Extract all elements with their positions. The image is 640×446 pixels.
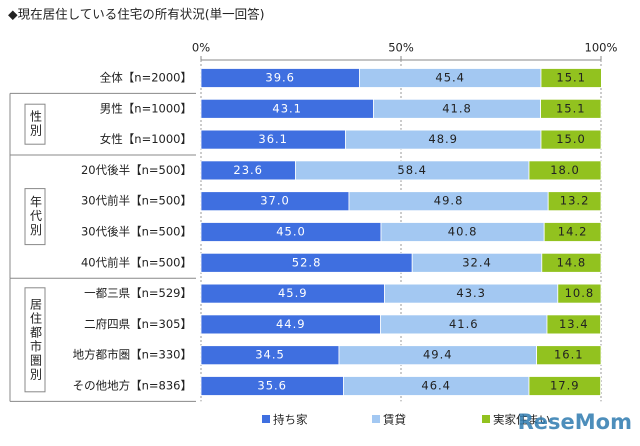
value-label: 13.4: [559, 317, 589, 331]
value-label: 39.6: [265, 71, 295, 85]
bar-segment: [540, 129, 602, 150]
value-label: 49.4: [423, 348, 453, 362]
value-label: 49.8: [434, 194, 464, 208]
value-label: 16.1: [554, 348, 584, 362]
legend-label: 賃貸: [383, 413, 406, 427]
value-label: 58.4: [397, 163, 427, 177]
value-label: 37.0: [260, 194, 290, 208]
bar-segment: [547, 191, 602, 212]
value-label: 14.2: [558, 225, 588, 239]
value-label: 18.0: [550, 163, 580, 177]
legend-label: 実家住まい: [493, 413, 551, 427]
value-label: 41.8: [442, 101, 472, 115]
legend-label: 持ち家: [273, 413, 308, 427]
bar-segment: [540, 98, 602, 119]
value-label: 36.1: [258, 132, 288, 146]
value-label: 46.4: [421, 379, 451, 393]
y-tick-label: 一都三県【n=529】: [84, 286, 192, 300]
bar-segment: [541, 252, 602, 273]
y-tick-label: 30代後半【n=500】: [81, 225, 192, 239]
group-label: 性別: [29, 110, 43, 138]
watermark: ReseMom: [518, 410, 632, 434]
bar-segment: [528, 376, 601, 396]
y-tick-label: 女性【n=1000】: [100, 132, 192, 146]
bar-segment: [540, 68, 602, 88]
legend-swatch: [372, 415, 380, 423]
value-label: 45.9: [278, 286, 308, 300]
y-tick-label: 30代前半【n=500】: [81, 194, 192, 208]
y-tick-label: 地方都市圏【n=330】: [73, 348, 192, 362]
value-label: 15.1: [556, 101, 586, 115]
x-tick-label: 0%: [192, 41, 210, 55]
legend-swatch: [482, 415, 490, 423]
group-box: [24, 188, 46, 246]
value-label: 48.9: [428, 132, 458, 146]
value-label: 34.5: [255, 348, 285, 362]
value-label: 43.3: [456, 286, 486, 300]
bar-segment: [536, 345, 602, 366]
y-tick-label: 全体【n=2000】: [100, 71, 192, 85]
value-label: 32.4: [462, 255, 492, 269]
value-label: 44.9: [276, 317, 306, 331]
group-label: 居住都市圏別: [29, 298, 43, 382]
y-tick-label: その他地方【n=836】: [73, 379, 192, 393]
value-label: 40.8: [448, 225, 478, 239]
value-label: 13.2: [560, 194, 590, 208]
value-label: 45.4: [435, 71, 465, 85]
value-label: 15.1: [556, 71, 586, 85]
value-label: 43.1: [272, 101, 302, 115]
y-tick-label: 40代前半【n=500】: [81, 255, 192, 269]
group-box: [24, 103, 46, 145]
value-label: 35.6: [257, 379, 287, 393]
y-tick-label: 20代後半【n=500】: [81, 163, 192, 177]
bar-segment: [543, 222, 602, 242]
value-label: 10.8: [565, 286, 595, 300]
bar-segment: [557, 283, 602, 304]
bar-segment: [546, 314, 601, 335]
value-label: 15.0: [556, 132, 586, 146]
group-label: 年代別: [29, 195, 43, 237]
value-label: 52.8: [292, 255, 322, 269]
y-tick-label: 二府四県【n=305】: [84, 317, 192, 331]
x-tick-label: 50%: [388, 41, 414, 55]
group-box: [24, 287, 46, 393]
value-label: 17.9: [550, 379, 580, 393]
value-label: 23.6: [233, 163, 263, 177]
x-tick-label: 100%: [585, 41, 618, 55]
legend-swatch: [262, 415, 270, 423]
value-label: 41.6: [449, 317, 479, 331]
value-label: 14.8: [557, 255, 587, 269]
bar-segment: [528, 160, 602, 181]
chart-title: ◆現在居住している住宅の所有状況(単一回答): [8, 7, 265, 22]
y-tick-label: 男性【n=1000】: [100, 101, 192, 115]
value-label: 45.0: [276, 225, 306, 239]
